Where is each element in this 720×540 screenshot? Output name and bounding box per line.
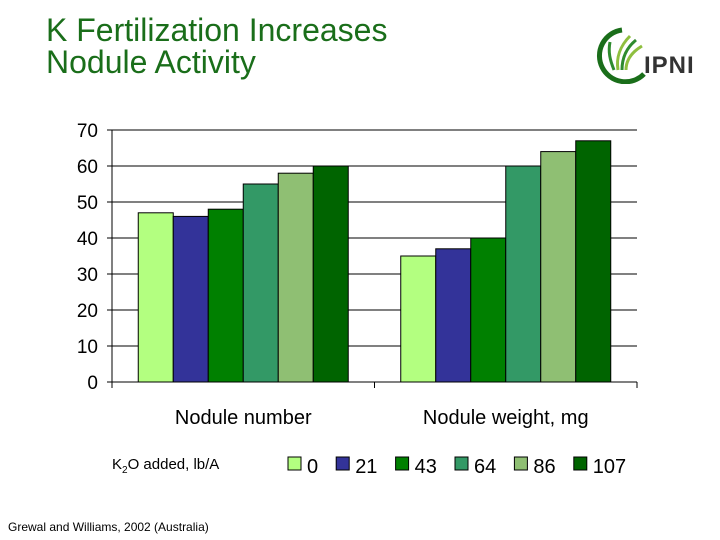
bar-43-0 — [207, 208, 244, 383]
page-title: K Fertilization Increases Nodule Activit… — [46, 14, 387, 78]
x-tick-label: Nodule number — [175, 407, 312, 429]
legend: 0 21 43 64 86 107 — [287, 456, 626, 478]
axes — [111, 130, 638, 388]
y-tick-label: 10 — [77, 337, 98, 358]
legend-swatch-107 — [573, 456, 588, 471]
bar-43-1 — [470, 237, 507, 383]
ipni-logo — [596, 27, 646, 84]
bar-107-1 — [575, 140, 612, 383]
source-citation: Grewal and Williams, 2002 (Australia) — [8, 520, 209, 534]
y-tick-label: 30 — [77, 265, 98, 286]
legend-swatch-43 — [395, 456, 410, 471]
legend-swatch-21 — [335, 456, 350, 471]
title-line-1: K Fertilization Increases — [46, 12, 388, 48]
bar-64-0 — [242, 183, 279, 383]
bar-21-0 — [172, 215, 209, 383]
y-axis-ticks: 0 10 20 30 40 50 60 70 — [77, 121, 112, 394]
legend-swatch-86 — [513, 456, 528, 471]
legend-label-43: 43 — [415, 456, 437, 478]
bar-0-1 — [400, 255, 437, 383]
legend-label-86: 86 — [533, 456, 555, 478]
y-tick-label: 20 — [77, 301, 98, 322]
bar-86-1 — [540, 151, 577, 383]
legend-label-21: 21 — [355, 456, 377, 478]
logo-text: IPNI — [644, 52, 695, 79]
bar-86-0 — [277, 172, 314, 383]
bar-0-0 — [137, 212, 174, 383]
bar-21-1 — [435, 248, 472, 383]
legend-label-64: 64 — [474, 456, 496, 478]
y-tick-label: 60 — [77, 157, 98, 178]
legend-label-107: 107 — [593, 456, 626, 478]
y-tick-label: 50 — [77, 193, 98, 214]
y-tick-label: 0 — [87, 373, 98, 394]
legend-title: K2O added, lb/A — [112, 456, 220, 476]
y-tick-label: 40 — [77, 229, 98, 250]
legend-swatch-64 — [454, 456, 469, 471]
y-tick-label: 70 — [77, 121, 98, 142]
bars — [137, 140, 612, 383]
legend-swatch-0 — [287, 456, 302, 471]
title-line-2: Nodule Activity — [46, 44, 256, 80]
x-tick-label: Nodule weight, mg — [423, 407, 589, 429]
legend-label-0: 0 — [307, 456, 318, 478]
bar-64-1 — [505, 165, 542, 383]
x-axis-labels: Nodule number Nodule weight, mg — [175, 407, 589, 429]
bar-107-0 — [312, 165, 349, 383]
